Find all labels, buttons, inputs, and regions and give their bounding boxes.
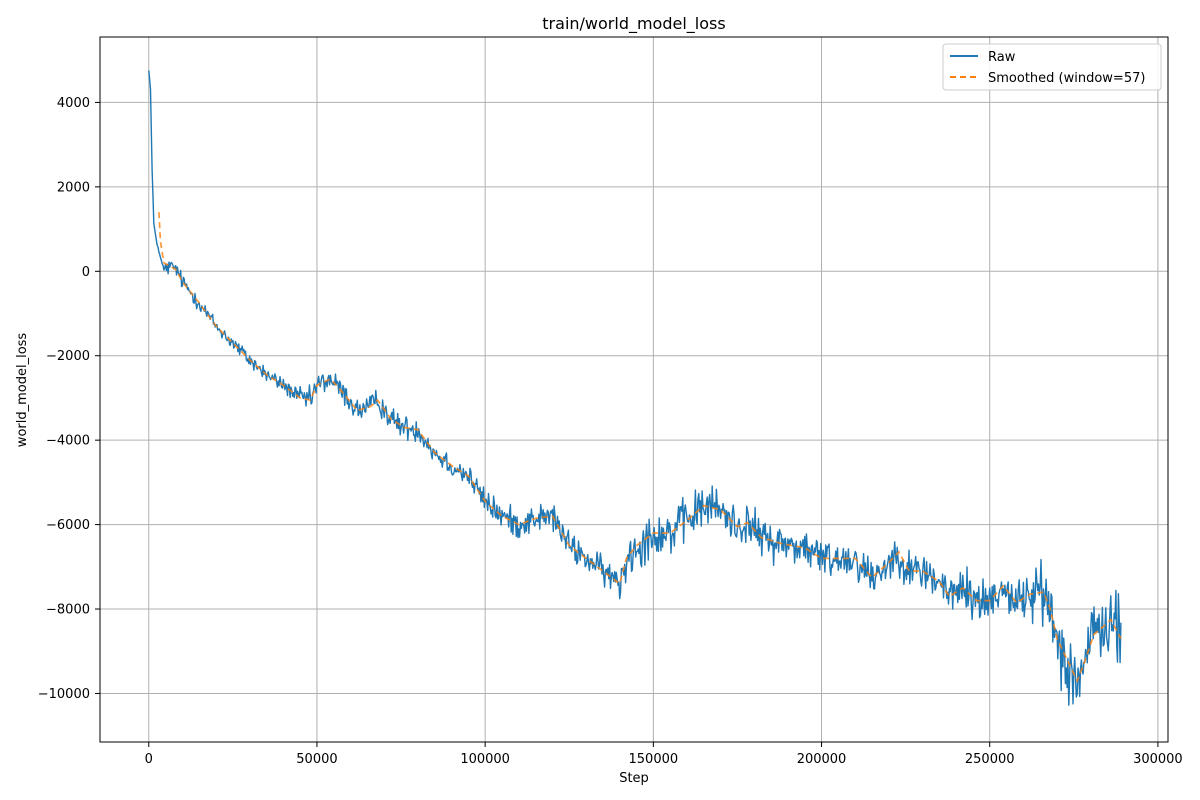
axis-ticks: 0 50000 100000 150000 200000 250000 300000 −100… bbox=[38, 96, 1183, 767]
y-tick-label: 0 bbox=[82, 265, 90, 280]
y-tick-label: −10000 bbox=[38, 687, 90, 702]
x-tick-label: 200000 bbox=[797, 752, 847, 767]
y-tick-label: 2000 bbox=[57, 180, 90, 195]
legend: Raw Smoothed (window=57) bbox=[942, 43, 1162, 91]
grid-lines bbox=[100, 37, 1168, 742]
legend-label-smoothed: Smoothed (window=57) bbox=[988, 71, 1145, 86]
x-tick-label: 0 bbox=[145, 752, 153, 767]
y-tick-label: −4000 bbox=[46, 434, 90, 449]
x-tick-label: 50000 bbox=[296, 752, 337, 767]
y-axis-label: world_model_loss bbox=[15, 333, 30, 448]
smoothed-series-line bbox=[158, 212, 1122, 683]
raw-series-line bbox=[148, 70, 1122, 706]
x-tick-label: 300000 bbox=[1133, 752, 1183, 767]
x-tick-label: 100000 bbox=[460, 752, 510, 767]
x-tick-label: 150000 bbox=[629, 752, 679, 767]
series-layer bbox=[148, 70, 1122, 706]
plot-frame bbox=[99, 36, 1169, 743]
y-tick-label: 4000 bbox=[57, 96, 90, 111]
y-tick-label: −8000 bbox=[46, 603, 90, 618]
y-tick-label: −6000 bbox=[46, 518, 90, 533]
legend-box bbox=[942, 43, 1162, 91]
x-tick-label: 250000 bbox=[965, 752, 1015, 767]
legend-label-raw: Raw bbox=[988, 50, 1016, 65]
x-axis-label: Step bbox=[619, 771, 649, 786]
y-tick-label: −2000 bbox=[46, 349, 90, 364]
chart-title: train/world_model_loss bbox=[542, 14, 725, 34]
